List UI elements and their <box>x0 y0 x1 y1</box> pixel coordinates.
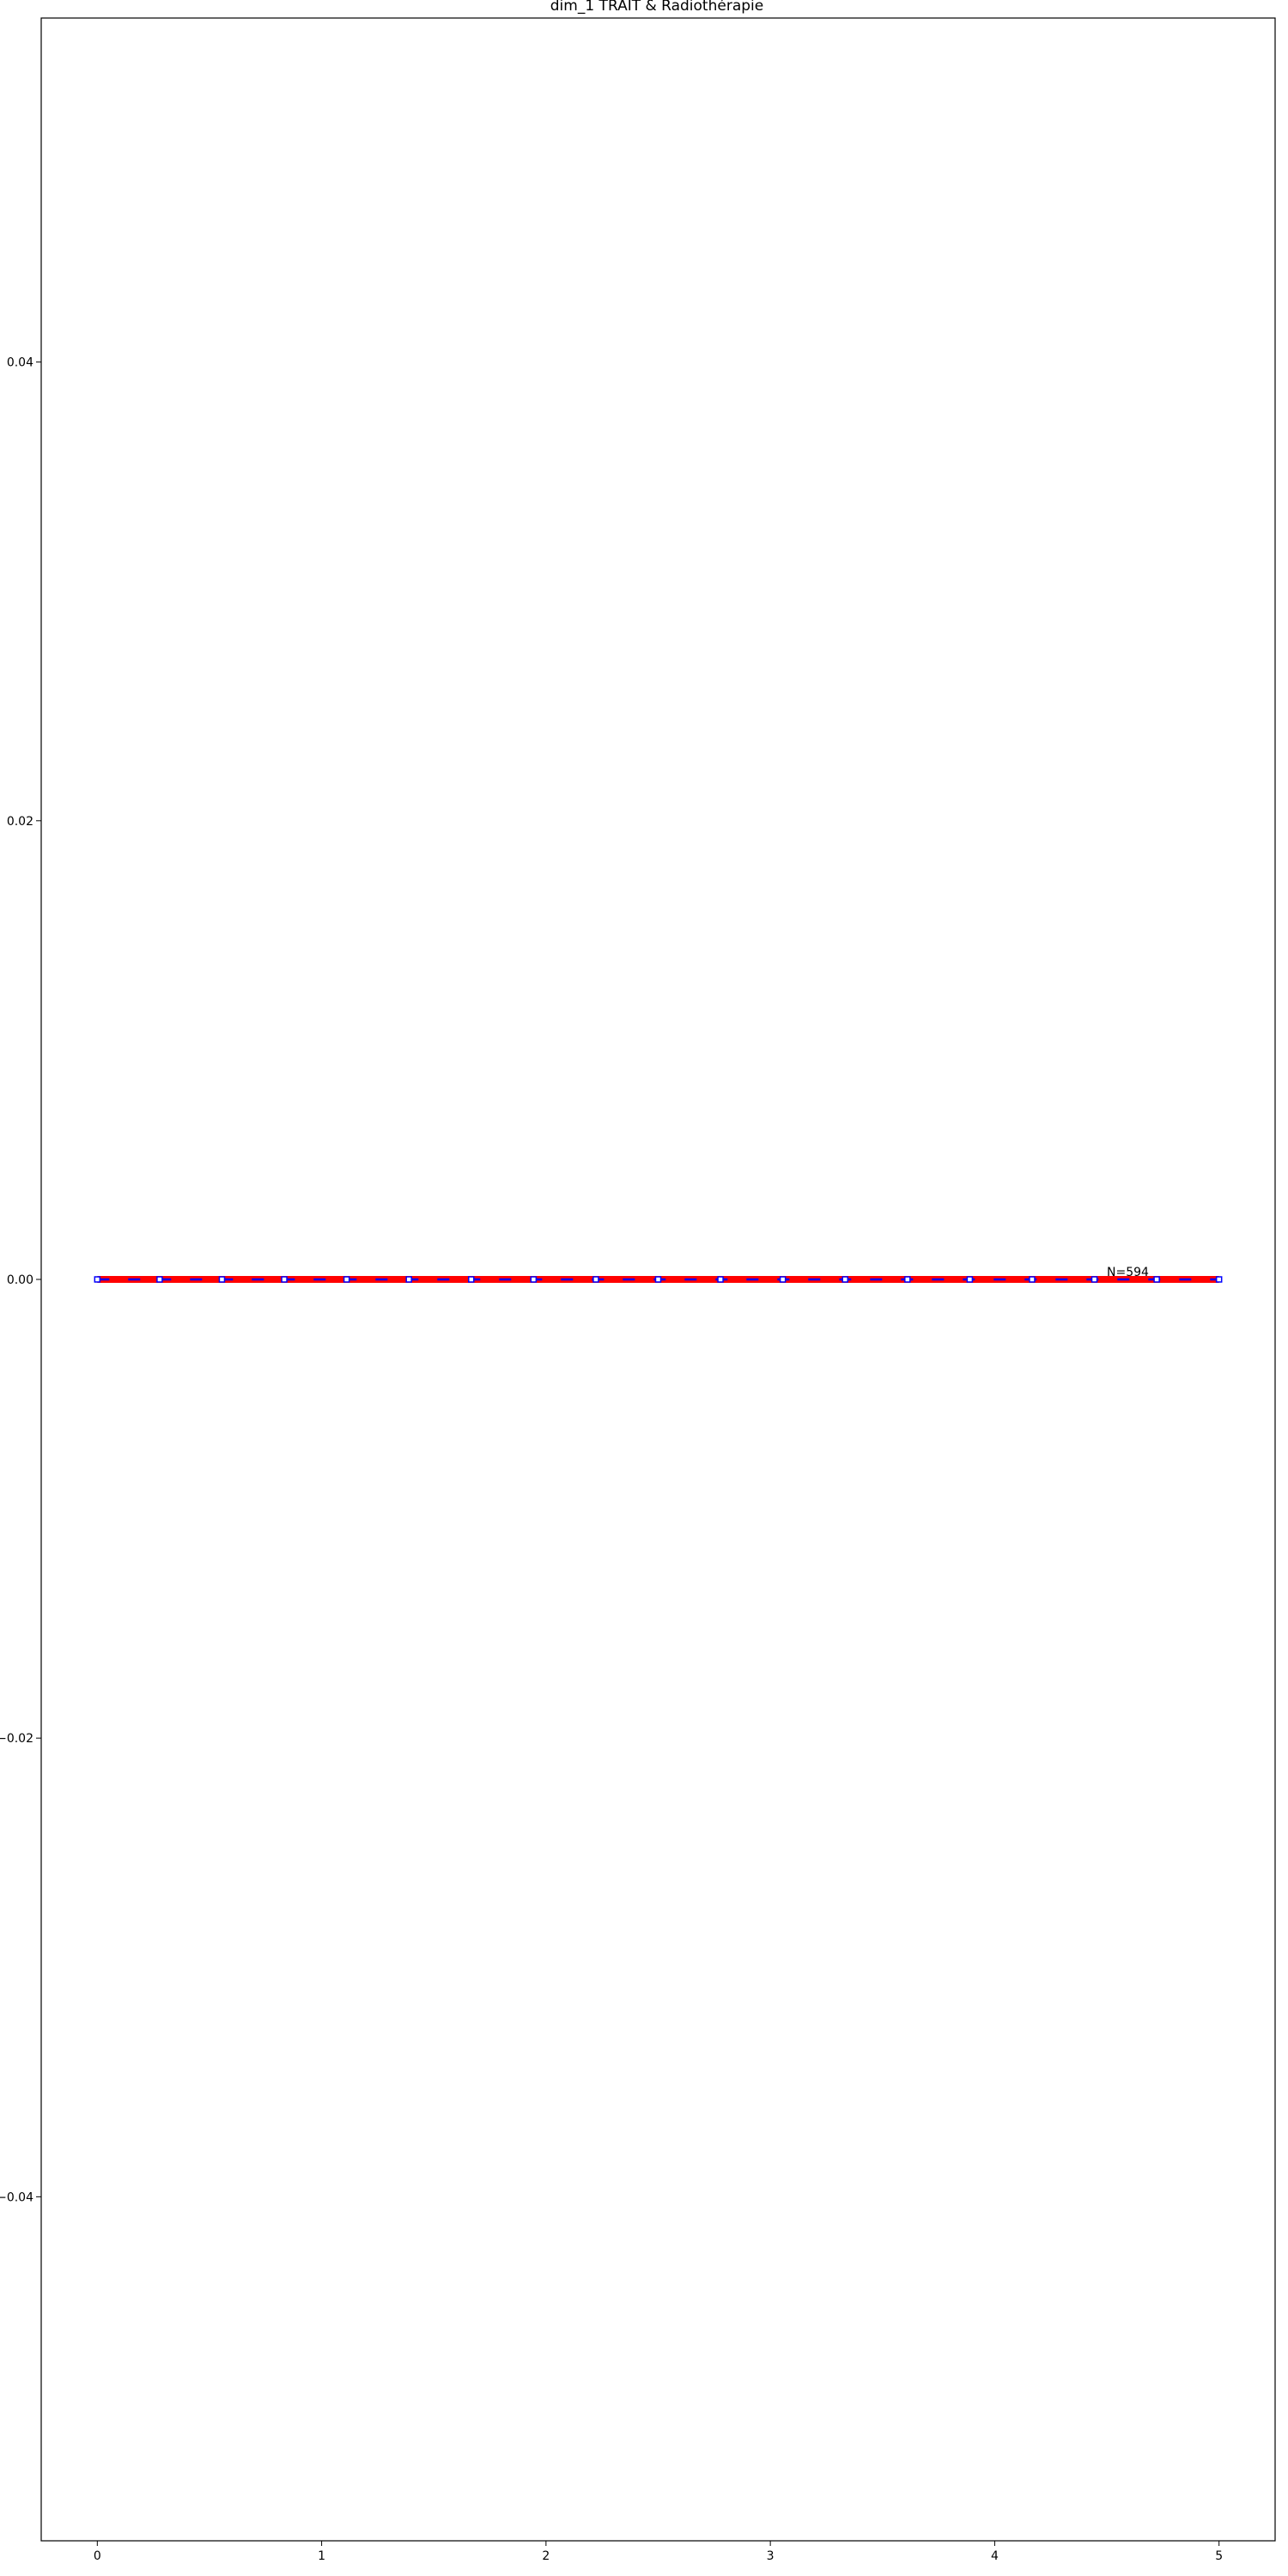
y-tick-label: 0.00 <box>7 1273 33 1287</box>
x-axis: 0 1 2 3 4 5 <box>94 2541 1223 2563</box>
x-tick-label: 3 <box>767 2549 775 2563</box>
x-tick-label: 4 <box>991 2549 999 2563</box>
series-marker <box>966 1276 974 1283</box>
series-marker <box>405 1276 412 1283</box>
series-marker <box>343 1276 350 1283</box>
series-marker <box>218 1276 226 1283</box>
series-layer <box>94 1276 1223 1283</box>
annotation-label: N=594 <box>1107 1266 1149 1279</box>
x-tick-label: 0 <box>94 2549 101 2563</box>
plot-area: N=594 <box>40 17 1276 2542</box>
x-tick-label: 1 <box>318 2549 325 2563</box>
series-marker <box>156 1276 163 1283</box>
series-marker <box>717 1276 724 1283</box>
y-axis: 0.04 0.02 0.00 −0.02 −0.04 <box>0 356 41 2204</box>
series-marker <box>779 1276 787 1283</box>
series-marker <box>1215 1276 1223 1283</box>
chart-title: dim_1 TRAIT & Radiothérapie <box>550 0 763 15</box>
x-tick-label: 2 <box>542 2549 550 2563</box>
series-marker <box>1091 1276 1098 1283</box>
series-marker <box>904 1276 911 1283</box>
series-marker <box>841 1276 848 1283</box>
series-marker <box>530 1276 538 1283</box>
series-marker <box>592 1276 599 1283</box>
y-tick-label: −0.02 <box>0 1732 33 1746</box>
series-marker <box>94 1276 101 1283</box>
y-tick-label: −0.04 <box>0 2190 33 2204</box>
series-marker <box>1029 1276 1036 1283</box>
y-tick-label: 0.02 <box>7 815 33 829</box>
annotation-layer: N=594 <box>1107 1266 1149 1279</box>
series-marker <box>654 1276 662 1283</box>
x-tick-label: 5 <box>1215 2549 1223 2563</box>
series-marker <box>281 1276 288 1283</box>
series-marker <box>468 1276 475 1283</box>
y-tick-label: 0.04 <box>7 356 33 370</box>
series-marker <box>1153 1276 1160 1283</box>
